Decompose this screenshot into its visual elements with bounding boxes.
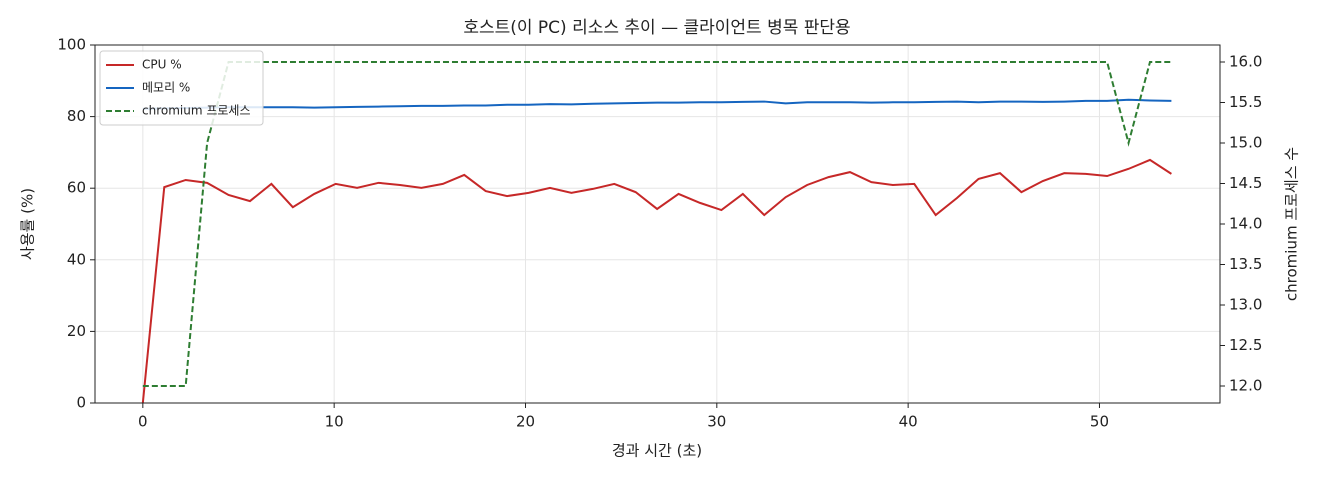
x-tick-label: 30 bbox=[707, 413, 726, 431]
series-line bbox=[141, 158, 1172, 404]
y2-tick-label: 13.5 bbox=[1229, 255, 1262, 273]
y-tick-label: 20 bbox=[67, 322, 86, 340]
y2-tick-label: 15.5 bbox=[1229, 93, 1262, 111]
y2-tick-label: 14.0 bbox=[1229, 215, 1262, 233]
y-tick-label: 100 bbox=[57, 36, 86, 54]
y-tick-label: 0 bbox=[76, 394, 86, 412]
legend-label: 메모리 % bbox=[142, 81, 190, 95]
series-line bbox=[142, 61, 1172, 387]
y2-tick-label: 12.5 bbox=[1229, 336, 1262, 354]
x-tick-label: 40 bbox=[899, 413, 918, 431]
legend-label: CPU % bbox=[142, 58, 182, 72]
y2-tick-label: 13.0 bbox=[1229, 295, 1262, 313]
x-tick-label: 10 bbox=[325, 413, 344, 431]
y2-tick-label: 16.0 bbox=[1229, 53, 1262, 71]
legend-label: chromium 프로세스 bbox=[142, 104, 251, 118]
y2-tick-label: 14.5 bbox=[1229, 174, 1262, 192]
chart-title: 호스트(이 PC) 리소스 추이 — 클라이언트 병목 판단용 bbox=[463, 18, 850, 38]
x-tick-label: 0 bbox=[138, 413, 148, 431]
y-tick-label: 40 bbox=[67, 250, 86, 268]
y-tick-label: 60 bbox=[67, 179, 86, 197]
plot-frame bbox=[94, 44, 1221, 404]
series-line bbox=[142, 98, 1172, 110]
y2-axis-label: chromium 프로세스 수 bbox=[1283, 147, 1301, 301]
y-tick-label: 80 bbox=[67, 107, 86, 125]
x-tick-label: 50 bbox=[1090, 413, 1109, 431]
legend-box bbox=[99, 50, 264, 126]
y-axis-label: 사용률 (%) bbox=[19, 188, 37, 260]
y2-tick-label: 15.0 bbox=[1229, 134, 1262, 152]
x-axis-label: 경과 시간 (초) bbox=[612, 442, 702, 460]
x-tick-label: 20 bbox=[516, 413, 535, 431]
y2-tick-label: 12.0 bbox=[1229, 376, 1262, 394]
